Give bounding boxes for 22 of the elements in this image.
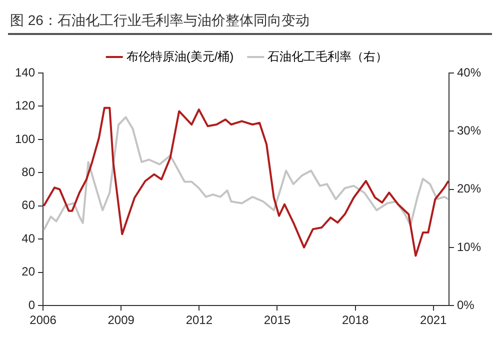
y2-tick-label: 30% [456,123,482,138]
y-tick-label: 0 [28,298,36,312]
y2-tick-label: 20% [456,182,482,196]
x-tick-label: 2021 [420,313,448,328]
y-tick-label: 100 [14,132,36,146]
y-tick-label: 20 [22,264,36,279]
legend-label: 布伦特原油(美元/桶) [126,49,234,64]
y-tick-label: 120 [14,98,36,113]
x-tick-label: 2012 [186,313,213,328]
y-tick-label: 80 [22,165,36,179]
y2-tick-label: 0% [456,298,475,312]
y-tick-label: 140 [14,65,36,80]
chart-title: 图 26：石油化工行业毛利率与油价整体同向变动 [8,8,492,35]
x-tick-label: 2018 [342,313,369,328]
y2-tick-label: 40% [456,65,482,80]
legend-label: 石油化工毛利率（右） [268,49,388,64]
x-tick-label: 2006 [30,313,57,328]
y-tick-label: 40 [22,231,36,246]
x-tick-label: 2015 [264,313,291,328]
x-tick-label: 2009 [108,313,135,328]
y-tick-label: 60 [22,198,36,212]
y2-tick-label: 10% [456,240,482,254]
